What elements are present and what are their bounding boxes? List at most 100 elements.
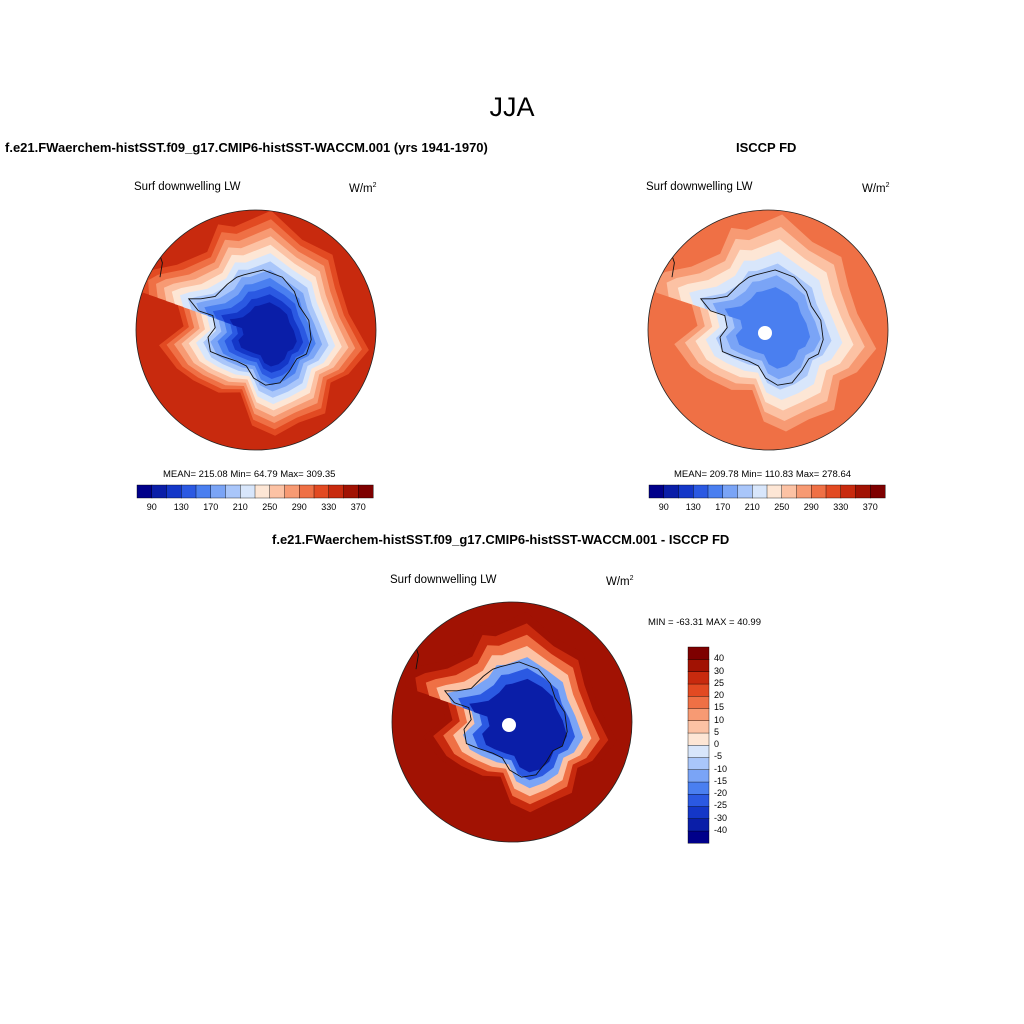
cb2-swatch bbox=[707, 484, 724, 499]
colorbar-tick-label: 210 bbox=[232, 502, 248, 512]
colorbar-tick-label: 10 bbox=[714, 714, 725, 725]
panel-1-variable: Surf downwelling LW bbox=[134, 181, 241, 193]
colorbar-tick-label: 290 bbox=[803, 502, 819, 512]
colorbar-tick-label: 290 bbox=[291, 502, 307, 512]
cb2-swatch bbox=[855, 484, 871, 499]
cb2-swatch bbox=[648, 484, 665, 499]
colorbar-tick-label: 20 bbox=[714, 690, 725, 700]
map1-coastline bbox=[187, 269, 312, 386]
cb3-swatch bbox=[687, 695, 710, 709]
map3-missing-data bbox=[502, 718, 516, 732]
cb3-swatch bbox=[687, 744, 710, 758]
cb3-swatch bbox=[687, 781, 710, 795]
cb2-swatch bbox=[796, 484, 812, 499]
cb1-swatch bbox=[299, 484, 315, 499]
colorbar-tick-label: -40 bbox=[714, 824, 728, 835]
colorbar-tick-label: 250 bbox=[774, 502, 790, 512]
colorbar-tick-label: 90 bbox=[146, 502, 157, 512]
cb3-swatch bbox=[687, 757, 710, 771]
panel-3-title: f.e21.FWaerchem-histSST.f09_g17.CMIP6-hi… bbox=[272, 532, 730, 547]
cb1-swatch bbox=[151, 484, 168, 499]
colorbar-tick-label: 330 bbox=[321, 502, 337, 512]
panel-2-title: ISCCP FD bbox=[736, 140, 797, 155]
colorbar-tick-label: 130 bbox=[173, 502, 189, 512]
colorbar-tick-label: 30 bbox=[714, 665, 725, 676]
cb2-swatch bbox=[825, 484, 842, 499]
cb1-swatch bbox=[225, 484, 241, 499]
map2-missing-data bbox=[758, 326, 772, 340]
cb3-swatch bbox=[687, 769, 710, 783]
cb3-swatch bbox=[687, 671, 710, 685]
cb1-swatch bbox=[195, 484, 212, 499]
cb1-swatch bbox=[210, 484, 227, 499]
colorbar-tick-label: 130 bbox=[685, 502, 701, 512]
colorbar-tick-label: 370 bbox=[862, 502, 878, 512]
panel-3-units: W/m2 bbox=[606, 575, 634, 588]
colorbar-tick-label: 370 bbox=[350, 502, 366, 512]
colorbar-tick-label: -15 bbox=[714, 775, 728, 786]
cb2-swatch bbox=[737, 484, 753, 499]
panel-2-map bbox=[647, 209, 889, 451]
cb3-swatch bbox=[687, 683, 710, 697]
cb1-swatch bbox=[328, 484, 345, 499]
map3-contour-band bbox=[469, 678, 567, 773]
map1-contour-band bbox=[229, 302, 297, 367]
cb1-swatch bbox=[358, 484, 374, 499]
cb2-swatch bbox=[678, 484, 694, 499]
panel-2-stats: MEAN= 209.78 Min= 110.83 Max= 278.64 bbox=[674, 469, 852, 480]
colorbar-tick-label: 25 bbox=[714, 677, 725, 688]
panel-1-map bbox=[135, 209, 377, 451]
colorbar-tick-label: 170 bbox=[715, 502, 731, 512]
cb3-swatch bbox=[687, 720, 710, 734]
panel-1-colorbar bbox=[136, 484, 374, 499]
panel-1-units: W/m2 bbox=[349, 182, 377, 195]
cb2-swatch bbox=[722, 484, 739, 499]
cb1-swatch bbox=[254, 484, 271, 499]
colorbar-tick-label: -20 bbox=[714, 788, 728, 798]
cb1-swatch bbox=[269, 484, 286, 499]
cb1-swatch bbox=[166, 484, 182, 499]
panel-3-map bbox=[391, 601, 633, 843]
colorbar-tick-label: 40 bbox=[714, 653, 725, 664]
panel-3-variable: Surf downwelling LW bbox=[390, 574, 497, 586]
colorbar-tick-label: -30 bbox=[714, 812, 728, 823]
cb2-swatch bbox=[663, 484, 680, 499]
panel-2-variable: Surf downwelling LW bbox=[646, 181, 753, 193]
map3-border bbox=[391, 601, 633, 843]
colorbar-tick-label: 170 bbox=[203, 502, 219, 512]
cb2-swatch bbox=[766, 484, 783, 499]
cb3-swatch bbox=[687, 793, 710, 807]
colorbar-tick-label: 5 bbox=[714, 726, 720, 737]
cb3-swatch bbox=[687, 659, 710, 673]
cb1-swatch bbox=[313, 484, 330, 499]
colorbar-tick-label: 250 bbox=[262, 502, 278, 512]
cb2-swatch bbox=[870, 484, 886, 499]
map1-border bbox=[135, 209, 377, 451]
cb3-swatch bbox=[687, 732, 710, 746]
colorbar-tick-label: -5 bbox=[714, 751, 723, 762]
map2-border bbox=[647, 209, 889, 451]
cb2-swatch bbox=[781, 484, 798, 499]
cb3-swatch bbox=[687, 818, 710, 832]
cb2-swatch bbox=[752, 484, 768, 499]
cb1-swatch bbox=[240, 484, 256, 499]
map2-coastline bbox=[699, 269, 824, 386]
cb3-swatch bbox=[687, 806, 710, 820]
panel-1-stats: MEAN= 215.08 Min= 64.79 Max= 309.35 bbox=[163, 469, 336, 480]
map3-coastline bbox=[443, 661, 568, 778]
cb2-swatch bbox=[811, 484, 827, 499]
cb2-swatch bbox=[840, 484, 857, 499]
cb3-swatch bbox=[687, 646, 710, 660]
cb1-swatch bbox=[181, 484, 197, 499]
cb1-swatch bbox=[136, 484, 153, 499]
cb1-swatch bbox=[343, 484, 359, 499]
cb1-swatch bbox=[284, 484, 300, 499]
colorbar-tick-label: -10 bbox=[714, 763, 728, 774]
panel-3-stats: MIN = -63.31 MAX = 40.99 bbox=[648, 617, 762, 628]
panel-2-colorbar bbox=[648, 484, 886, 499]
cb3-swatch bbox=[687, 830, 710, 844]
colorbar-tick-label: 330 bbox=[833, 502, 849, 512]
main-title: JJA bbox=[489, 92, 535, 122]
cb2-swatch bbox=[693, 484, 709, 499]
colorbar-tick-label: -25 bbox=[714, 800, 728, 811]
